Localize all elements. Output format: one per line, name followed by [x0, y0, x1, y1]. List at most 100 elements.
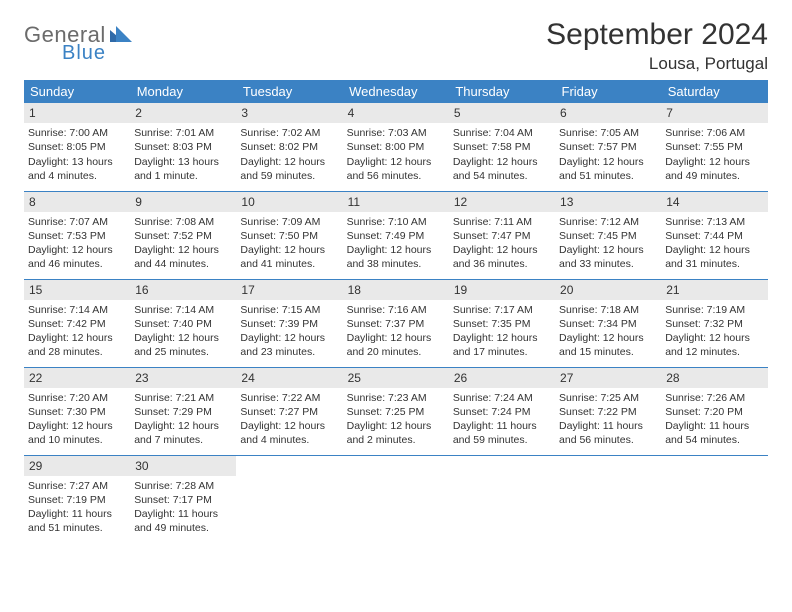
daylight-text: and 12 minutes. — [665, 345, 763, 359]
sunrise-text: Sunrise: 7:04 AM — [453, 126, 551, 140]
day-number: 15 — [24, 280, 130, 300]
calendar-cell — [343, 455, 449, 543]
weekday-header: Tuesday — [236, 80, 342, 103]
sunset-text: Sunset: 8:05 PM — [28, 140, 126, 154]
daylight-text: Daylight: 12 hours — [28, 243, 126, 257]
location: Lousa, Portugal — [546, 54, 768, 74]
daylight-text: and 36 minutes. — [453, 257, 551, 271]
daylight-text: Daylight: 12 hours — [347, 155, 445, 169]
daylight-text: Daylight: 12 hours — [453, 155, 551, 169]
daylight-text: Daylight: 12 hours — [559, 331, 657, 345]
sunset-text: Sunset: 7:57 PM — [559, 140, 657, 154]
calendar-row: 29Sunrise: 7:27 AMSunset: 7:19 PMDayligh… — [24, 455, 768, 543]
daylight-text: and 28 minutes. — [28, 345, 126, 359]
daylight-text: Daylight: 12 hours — [240, 155, 338, 169]
daylight-text: Daylight: 12 hours — [347, 419, 445, 433]
calendar-cell: 13Sunrise: 7:12 AMSunset: 7:45 PMDayligh… — [555, 191, 661, 279]
sunset-text: Sunset: 7:40 PM — [134, 317, 232, 331]
day-number: 9 — [130, 192, 236, 212]
daylight-text: and 31 minutes. — [665, 257, 763, 271]
day-number: 8 — [24, 192, 130, 212]
day-number: 30 — [130, 456, 236, 476]
day-number: 21 — [661, 280, 767, 300]
daylight-text: and 54 minutes. — [453, 169, 551, 183]
sunset-text: Sunset: 7:37 PM — [347, 317, 445, 331]
daylight-text: and 46 minutes. — [28, 257, 126, 271]
calendar-cell: 9Sunrise: 7:08 AMSunset: 7:52 PMDaylight… — [130, 191, 236, 279]
calendar-cell: 19Sunrise: 7:17 AMSunset: 7:35 PMDayligh… — [449, 279, 555, 367]
day-number: 17 — [236, 280, 342, 300]
daylight-text: and 7 minutes. — [134, 433, 232, 447]
header: General Blue September 2024 Lousa, Portu… — [24, 18, 768, 74]
daylight-text: Daylight: 12 hours — [347, 243, 445, 257]
sunset-text: Sunset: 7:30 PM — [28, 405, 126, 419]
sunset-text: Sunset: 7:50 PM — [240, 229, 338, 243]
calendar-row: 1Sunrise: 7:00 AMSunset: 8:05 PMDaylight… — [24, 103, 768, 191]
sunrise-text: Sunrise: 7:05 AM — [559, 126, 657, 140]
sunset-text: Sunset: 7:29 PM — [134, 405, 232, 419]
daylight-text: Daylight: 11 hours — [28, 507, 126, 521]
daylight-text: Daylight: 13 hours — [28, 155, 126, 169]
sunrise-text: Sunrise: 7:09 AM — [240, 215, 338, 229]
calendar-cell: 11Sunrise: 7:10 AMSunset: 7:49 PMDayligh… — [343, 191, 449, 279]
daylight-text: Daylight: 12 hours — [240, 331, 338, 345]
calendar-cell: 30Sunrise: 7:28 AMSunset: 7:17 PMDayligh… — [130, 455, 236, 543]
sunset-text: Sunset: 7:47 PM — [453, 229, 551, 243]
calendar-cell: 29Sunrise: 7:27 AMSunset: 7:19 PMDayligh… — [24, 455, 130, 543]
sunrise-text: Sunrise: 7:08 AM — [134, 215, 232, 229]
calendar-cell: 14Sunrise: 7:13 AMSunset: 7:44 PMDayligh… — [661, 191, 767, 279]
daylight-text: Daylight: 12 hours — [28, 419, 126, 433]
sunrise-text: Sunrise: 7:14 AM — [134, 303, 232, 317]
calendar-cell: 21Sunrise: 7:19 AMSunset: 7:32 PMDayligh… — [661, 279, 767, 367]
daylight-text: Daylight: 12 hours — [28, 331, 126, 345]
calendar-cell: 24Sunrise: 7:22 AMSunset: 7:27 PMDayligh… — [236, 367, 342, 455]
sunset-text: Sunset: 7:27 PM — [240, 405, 338, 419]
daylight-text: Daylight: 12 hours — [240, 419, 338, 433]
daylight-text: and 54 minutes. — [665, 433, 763, 447]
sunrise-text: Sunrise: 7:14 AM — [28, 303, 126, 317]
sunrise-text: Sunrise: 7:15 AM — [240, 303, 338, 317]
daylight-text: and 51 minutes. — [28, 521, 126, 535]
calendar-row: 8Sunrise: 7:07 AMSunset: 7:53 PMDaylight… — [24, 191, 768, 279]
sunrise-text: Sunrise: 7:07 AM — [28, 215, 126, 229]
daylight-text: Daylight: 12 hours — [559, 243, 657, 257]
sunrise-text: Sunrise: 7:01 AM — [134, 126, 232, 140]
calendar-cell — [661, 455, 767, 543]
calendar-cell: 23Sunrise: 7:21 AMSunset: 7:29 PMDayligh… — [130, 367, 236, 455]
sunset-text: Sunset: 7:44 PM — [665, 229, 763, 243]
day-number: 20 — [555, 280, 661, 300]
weekday-header: Friday — [555, 80, 661, 103]
sunrise-text: Sunrise: 7:11 AM — [453, 215, 551, 229]
calendar-cell: 25Sunrise: 7:23 AMSunset: 7:25 PMDayligh… — [343, 367, 449, 455]
daylight-text: and 1 minute. — [134, 169, 232, 183]
daylight-text: Daylight: 12 hours — [453, 331, 551, 345]
daylight-text: and 38 minutes. — [347, 257, 445, 271]
daylight-text: and 4 minutes. — [28, 169, 126, 183]
daylight-text: Daylight: 12 hours — [665, 331, 763, 345]
calendar-cell: 27Sunrise: 7:25 AMSunset: 7:22 PMDayligh… — [555, 367, 661, 455]
daylight-text: and 15 minutes. — [559, 345, 657, 359]
daylight-text: and 59 minutes. — [240, 169, 338, 183]
daylight-text: and 44 minutes. — [134, 257, 232, 271]
daylight-text: Daylight: 12 hours — [665, 155, 763, 169]
daylight-text: and 23 minutes. — [240, 345, 338, 359]
calendar-cell: 8Sunrise: 7:07 AMSunset: 7:53 PMDaylight… — [24, 191, 130, 279]
daylight-text: and 10 minutes. — [28, 433, 126, 447]
day-number: 19 — [449, 280, 555, 300]
daylight-text: and 4 minutes. — [240, 433, 338, 447]
day-number: 28 — [661, 368, 767, 388]
sunset-text: Sunset: 7:49 PM — [347, 229, 445, 243]
logo-word-blue: Blue — [62, 42, 106, 65]
daylight-text: Daylight: 11 hours — [559, 419, 657, 433]
weekday-header: Sunday — [24, 80, 130, 103]
calendar-cell: 18Sunrise: 7:16 AMSunset: 7:37 PMDayligh… — [343, 279, 449, 367]
sunrise-text: Sunrise: 7:00 AM — [28, 126, 126, 140]
calendar-cell: 10Sunrise: 7:09 AMSunset: 7:50 PMDayligh… — [236, 191, 342, 279]
calendar-cell: 1Sunrise: 7:00 AMSunset: 8:05 PMDaylight… — [24, 103, 130, 191]
weekday-header-row: Sunday Monday Tuesday Wednesday Thursday… — [24, 80, 768, 103]
sunrise-text: Sunrise: 7:10 AM — [347, 215, 445, 229]
calendar-row: 15Sunrise: 7:14 AMSunset: 7:42 PMDayligh… — [24, 279, 768, 367]
sunrise-text: Sunrise: 7:21 AM — [134, 391, 232, 405]
calendar-cell — [236, 455, 342, 543]
calendar-cell: 28Sunrise: 7:26 AMSunset: 7:20 PMDayligh… — [661, 367, 767, 455]
